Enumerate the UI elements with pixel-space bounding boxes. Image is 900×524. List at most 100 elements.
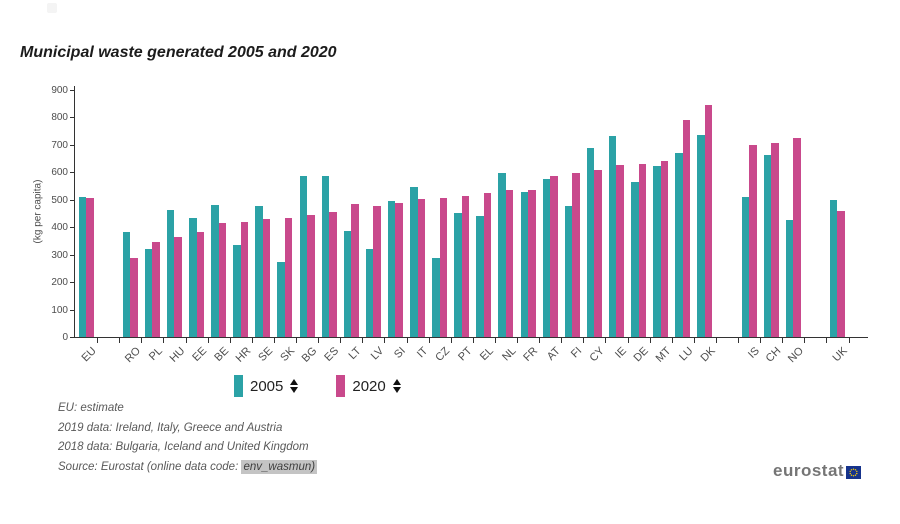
- x-label-SI: SI: [392, 345, 408, 361]
- x-label-EU: EU: [79, 345, 99, 365]
- y-tick-label: 100: [51, 304, 68, 316]
- y-tick-label: 0: [62, 332, 68, 343]
- legend-label-2020: 2020: [352, 377, 386, 395]
- footnote-source: Source: Eurostat (online data code: env_…: [58, 459, 318, 474]
- bar-2020-UK: [837, 211, 845, 337]
- bar-2020-IE: [616, 165, 624, 337]
- x-tick: [782, 338, 784, 343]
- bar-2005-ES: [321, 175, 330, 337]
- bar-2020-RO: [130, 258, 138, 337]
- y-tick: [70, 282, 75, 284]
- bar-2020-SK: [284, 218, 293, 337]
- bar-2005-PL: [144, 249, 153, 337]
- x-tick: [826, 338, 828, 343]
- legend-item-2005[interactable]: 2005: [234, 375, 299, 397]
- x-label-HR: HR: [233, 345, 254, 365]
- bar-2005-HR: [233, 244, 241, 337]
- x-label-MT: MT: [653, 345, 674, 365]
- bar-2020-DK: [704, 105, 713, 337]
- bar-2005-EL: [476, 215, 484, 337]
- bar-2005-SE: [255, 206, 263, 337]
- x-label-AT: AT: [544, 345, 563, 363]
- y-tick-label: 500: [51, 194, 68, 206]
- bar-2020-IT: [417, 198, 426, 337]
- y-tick-label: 900: [51, 85, 68, 96]
- y-tick-label: 200: [51, 277, 68, 289]
- y-tick-label: 700: [51, 139, 68, 151]
- sort-up-down-icon[interactable]: [392, 379, 401, 393]
- x-tick: [693, 338, 695, 343]
- x-tick: [273, 338, 275, 343]
- x-tick: [450, 338, 452, 343]
- y-tick-label: 400: [51, 222, 68, 234]
- x-label-BE: BE: [212, 345, 232, 364]
- x-label-EE: EE: [190, 345, 210, 364]
- legend: 2005 2020: [234, 375, 401, 397]
- eurostat-logo-text: eurostat: [773, 461, 845, 480]
- bar-2020-HR: [240, 222, 249, 337]
- chart-title: Municipal waste generated 2005 and 2020: [20, 44, 337, 61]
- bar-2005-HU: [166, 210, 175, 337]
- bar-2005-IT: [410, 187, 418, 337]
- x-tick: [340, 338, 342, 343]
- bar-2020-CY: [594, 169, 602, 337]
- widget-options-icon[interactable]: [47, 3, 57, 13]
- bar-2020-PL: [152, 242, 160, 337]
- footnotes: EU: estimate 2019 data: Ireland, Italy, …: [58, 402, 318, 480]
- bar-2005-UK: [829, 199, 838, 337]
- x-label-NO: NO: [785, 345, 806, 366]
- sort-down-icon: [290, 387, 299, 393]
- x-label-DE: DE: [631, 345, 652, 365]
- bar-2020-LU: [682, 120, 691, 337]
- x-tick: [605, 338, 607, 343]
- y-tick: [70, 199, 75, 201]
- bar-2005-FR: [520, 191, 529, 337]
- legend-label-2005: 2005: [250, 377, 284, 395]
- x-tick: [251, 338, 253, 343]
- x-label-IE: IE: [613, 345, 629, 361]
- bar-2005-AT: [542, 179, 551, 337]
- bar-2020-EU: [86, 198, 94, 337]
- x-tick: [804, 338, 806, 343]
- x-tick: [649, 338, 651, 343]
- bar-2020-BG: [307, 214, 315, 337]
- bar-2020-HU: [174, 237, 182, 337]
- bar-2005-IE: [608, 136, 617, 337]
- source-text: Source: Eurostat (online data code:: [58, 460, 242, 473]
- sort-up-icon: [392, 379, 401, 385]
- x-tick: [715, 338, 717, 343]
- y-tick: [70, 337, 75, 338]
- bar-2005-CY: [586, 148, 595, 337]
- bar-2005-FI: [564, 205, 573, 337]
- bar-2020-SE: [262, 218, 271, 337]
- bar-2005-EU: [78, 197, 87, 337]
- bar-2020-FI: [572, 173, 580, 337]
- footnote-2018-data: 2018 data: Bulgaria, Iceland and United …: [58, 441, 309, 453]
- x-label-LU: LU: [676, 345, 696, 364]
- sort-down-icon: [392, 387, 401, 393]
- plot-area: [75, 90, 870, 337]
- x-label-BG: BG: [299, 345, 320, 365]
- y-tick-label: 300: [51, 249, 68, 261]
- bar-2020-DE: [638, 163, 647, 337]
- x-label-ES: ES: [322, 345, 342, 364]
- x-tick: [671, 338, 673, 343]
- sort-up-down-icon[interactable]: [290, 379, 299, 393]
- data-code-link[interactable]: env_wasmun): [241, 459, 318, 474]
- y-tick: [70, 254, 75, 256]
- legend-item-2020[interactable]: 2020: [336, 375, 401, 397]
- x-tick: [141, 338, 143, 343]
- legend-swatch-2005: [234, 375, 243, 397]
- x-tick: [539, 338, 541, 343]
- y-tick: [70, 144, 75, 146]
- bar-2020-FR: [528, 189, 536, 337]
- x-tick: [472, 338, 474, 343]
- x-tick: [561, 338, 563, 343]
- bar-2005-NO: [785, 220, 794, 337]
- x-tick: [583, 338, 585, 343]
- bar-2005-CH: [763, 155, 772, 337]
- bar-2005-RO: [122, 231, 131, 337]
- bar-2020-SI: [395, 203, 403, 337]
- bar-2020-EE: [196, 231, 205, 337]
- bar-2005-LU: [675, 152, 683, 337]
